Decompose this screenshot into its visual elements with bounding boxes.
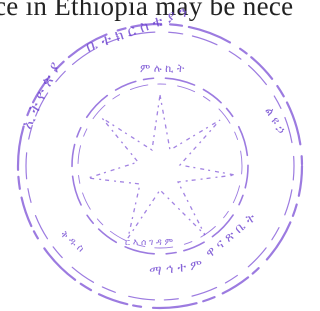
svg-text:ኢ ት ዮ ጵ ያ: ኢ ት ዮ ጵ ያ (17, 59, 64, 132)
star-outline (88, 95, 235, 238)
page: ce in Ethiopia may be nece ቤ ተ ክ ር ስ ቲ ያ… (0, 0, 314, 311)
svg-text:ል ዩ ኃ: ል ዩ ኃ (262, 105, 288, 137)
svg-text:ቅ ዱ ስ: ቅ ዱ ስ (58, 229, 86, 255)
stamp-star (88, 95, 235, 238)
svg-text:ር እ ሰ ገ ዳ ም: ር እ ሰ ገ ዳ ም (125, 238, 174, 248)
inner-ring-2 (78, 84, 242, 248)
stamp: ቤ ተ ክ ር ስ ቲ ያ ን ም ሉ ኪ ት ኢ ት ዮ ጵ ያ ል ዩ ኃ … (0, 0, 314, 311)
inner-ring (72, 78, 248, 254)
svg-text:ማ ኅ ተ ም: ማ ኅ ተ ም (148, 258, 203, 280)
svg-text:ቤ ተ ክ ር ስ ቲ ያ ን: ቤ ተ ክ ር ስ ቲ ያ ን (83, 2, 190, 56)
svg-text:ም ሉ ኪ ት: ም ሉ ኪ ት (140, 62, 185, 75)
